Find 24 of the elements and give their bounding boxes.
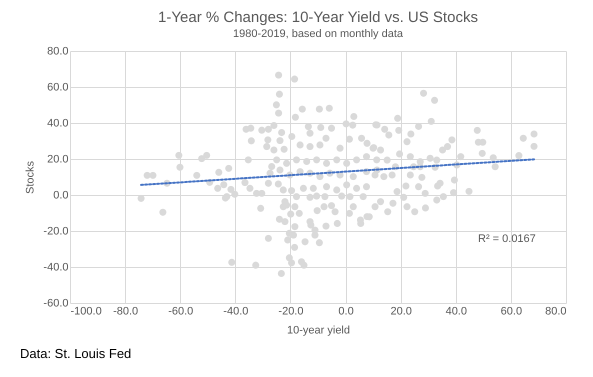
x-tick-label: -100.0 bbox=[70, 306, 102, 318]
chart-title: 1-Year % Changes: 10-Year Yield vs. US Stocks bbox=[158, 9, 478, 26]
x-tick-label: -20.0 bbox=[278, 306, 304, 318]
y-tick-label: 0.0 bbox=[53, 190, 68, 202]
y-tick-label: 60.0 bbox=[47, 82, 68, 94]
y-tick-label: 40.0 bbox=[47, 118, 68, 130]
x-tick-label: -80.0 bbox=[113, 306, 138, 318]
y-tick-label: -20.0 bbox=[43, 226, 68, 238]
x-axis-title: 10-year yield bbox=[287, 324, 350, 336]
x-tick-label: 0.0 bbox=[338, 306, 354, 318]
chart-subtitle: 1980-2019, based on monthly data bbox=[232, 28, 404, 40]
y-tick-label: 80.0 bbox=[47, 46, 68, 58]
x-tick-label: 80.0 bbox=[545, 306, 566, 318]
text: Data: St. Louis Fed bbox=[20, 346, 132, 361]
x-tick-label: 40.0 bbox=[446, 306, 467, 318]
annotation: R² = 0.0167 bbox=[478, 233, 536, 245]
x-tick-label: -60.0 bbox=[168, 306, 194, 318]
y-tick-label: -60.0 bbox=[43, 298, 68, 310]
x-tick-label: 60.0 bbox=[500, 306, 522, 318]
y-tick-label: 20.0 bbox=[47, 154, 68, 166]
y-axis-title: Stocks bbox=[24, 160, 36, 194]
x-tick-label: -40.0 bbox=[223, 306, 248, 318]
x-tick-label: 20.0 bbox=[390, 306, 412, 318]
y-tick-label: -40.0 bbox=[43, 262, 68, 274]
